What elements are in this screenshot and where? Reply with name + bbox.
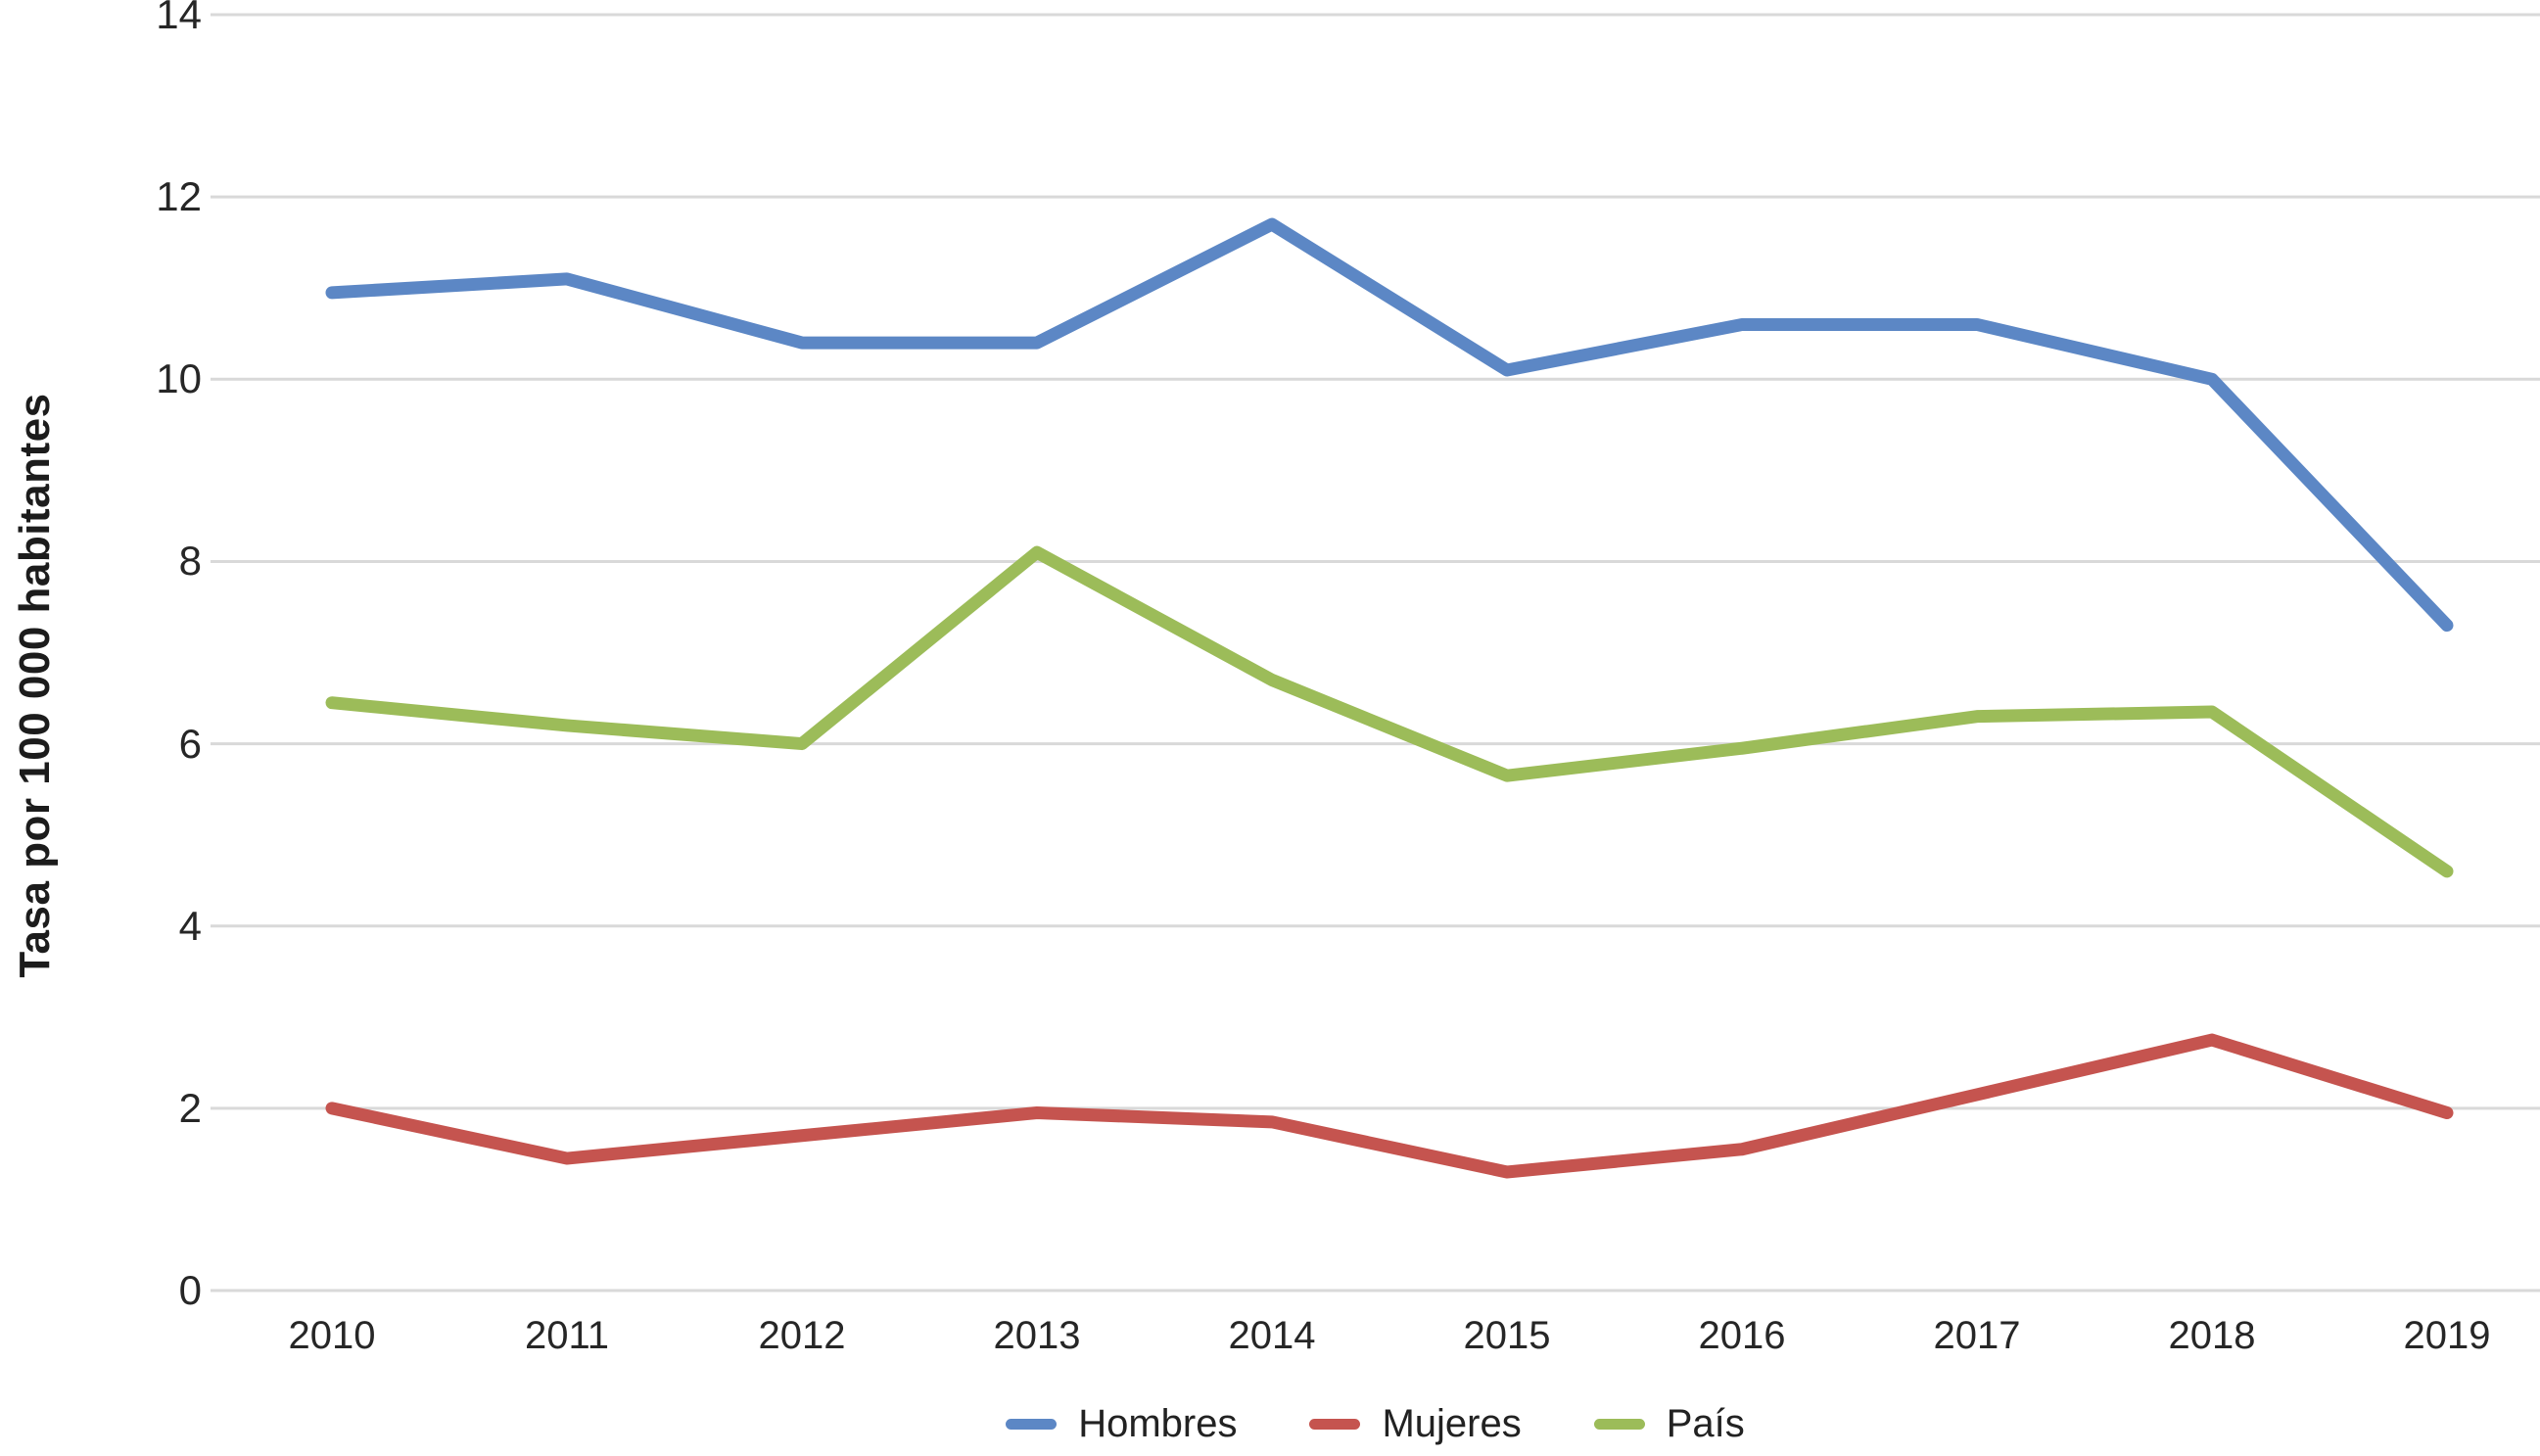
x-tick-label: 2017 bbox=[1933, 1314, 2021, 1357]
y-tick-label: 6 bbox=[178, 720, 202, 767]
x-tick-label: 2019 bbox=[2403, 1314, 2491, 1357]
x-tick-label: 2016 bbox=[1698, 1314, 1786, 1357]
series-line-mujeres bbox=[325, 1033, 2454, 1179]
x-tick-label: 2012 bbox=[758, 1314, 846, 1357]
legend-label-hombres: Hombres bbox=[1078, 1401, 1238, 1445]
x-tick-label: 2010 bbox=[288, 1314, 376, 1357]
legend-label-mujeres: Mujeres bbox=[1382, 1401, 1522, 1445]
legend-label-pais: País bbox=[1666, 1401, 1745, 1445]
y-tick-label: 10 bbox=[156, 355, 202, 402]
x-tick-label: 2013 bbox=[993, 1314, 1081, 1357]
legend-item-mujeres: Mujeres bbox=[1309, 1401, 1522, 1446]
x-tick-label: 2011 bbox=[524, 1314, 609, 1357]
x-tick-label: 2014 bbox=[1228, 1314, 1316, 1357]
legend-swatch-mujeres-line bbox=[1309, 1418, 1361, 1430]
legend-item-pais: País bbox=[1593, 1401, 1745, 1446]
y-tick-label: 2 bbox=[178, 1084, 202, 1131]
y-tick-label: 0 bbox=[178, 1267, 202, 1313]
legend: Hombres Mujeres País bbox=[211, 1396, 2540, 1451]
series-line-hombres bbox=[325, 217, 2454, 633]
legend-item-hombres: Hombres bbox=[1006, 1402, 1237, 1446]
y-tick-label: 12 bbox=[156, 173, 202, 220]
series-line-pais bbox=[325, 545, 2454, 878]
y-tick-label: 8 bbox=[178, 538, 202, 585]
legend-swatch-hombres-line bbox=[1006, 1418, 1058, 1430]
y-tick-label: 4 bbox=[178, 902, 202, 949]
legend-swatch-pais-line bbox=[1593, 1418, 1645, 1430]
y-tick-label: 14 bbox=[156, 0, 202, 38]
x-tick-label: 2015 bbox=[1463, 1314, 1551, 1357]
x-tick-label: 2018 bbox=[2168, 1314, 2256, 1357]
